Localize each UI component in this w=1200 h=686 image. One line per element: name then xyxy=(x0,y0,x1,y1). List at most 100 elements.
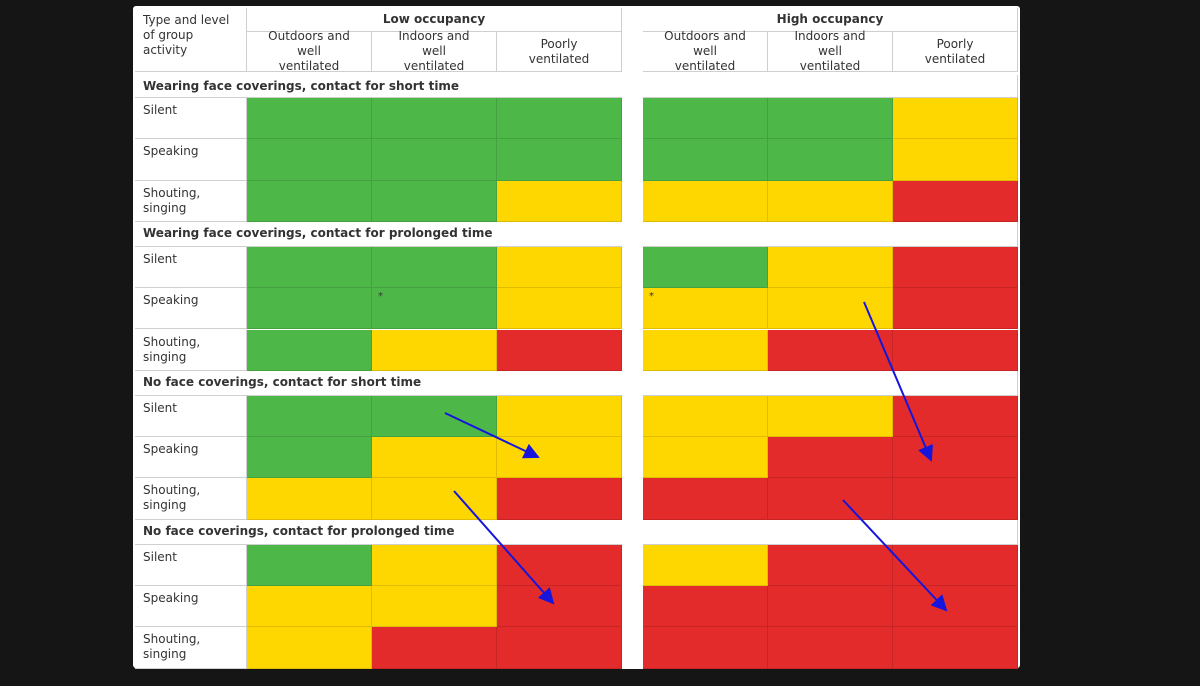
risk-cell xyxy=(497,478,622,520)
risk-cell xyxy=(372,437,497,479)
risk-cell xyxy=(643,180,768,222)
section-title: No face coverings, contact for prolonged… xyxy=(135,519,1018,545)
risk-cell xyxy=(372,98,497,140)
risk-cell xyxy=(497,544,622,586)
column-header: Outdoors and well ventilated xyxy=(247,29,372,73)
risk-cell xyxy=(768,478,893,520)
risk-cell xyxy=(497,288,622,330)
row-label: Silent xyxy=(135,544,247,586)
risk-cell xyxy=(372,246,497,289)
risk-cell xyxy=(497,139,622,181)
risk-cell xyxy=(497,98,622,140)
row-label: Silent xyxy=(135,246,247,289)
risk-cell xyxy=(247,544,372,586)
risk-cell xyxy=(497,246,622,289)
risk-cell xyxy=(643,586,768,628)
column-header: Outdoors and well ventilated xyxy=(643,29,768,73)
column-header: Indoors and well ventilated xyxy=(372,29,497,73)
risk-cell xyxy=(893,246,1018,289)
risk-cell xyxy=(247,98,372,140)
risk-cell xyxy=(768,544,893,586)
risk-cell xyxy=(893,544,1018,586)
risk-cell xyxy=(247,395,372,438)
risk-cell xyxy=(247,586,372,628)
risk-cell xyxy=(247,180,372,222)
risk-cell xyxy=(893,98,1018,140)
section-title: Wearing face coverings, contact for prol… xyxy=(135,221,1018,247)
risk-cell xyxy=(893,437,1018,479)
risk-cell xyxy=(893,139,1018,181)
risk-cell xyxy=(893,478,1018,520)
risk-cell xyxy=(768,437,893,479)
risk-cell xyxy=(643,395,768,438)
row-label: Shouting, singing xyxy=(135,627,247,669)
column-header: Poorly ventilated xyxy=(497,32,622,72)
risk-cell xyxy=(643,329,768,371)
row-label: Silent xyxy=(135,395,247,438)
risk-cell xyxy=(768,395,893,438)
risk-cell xyxy=(643,139,768,181)
risk-cell xyxy=(497,627,622,669)
risk-cell xyxy=(643,627,768,669)
risk-cell xyxy=(497,586,622,628)
risk-cell xyxy=(247,288,372,330)
risk-cell xyxy=(372,544,497,586)
risk-cell xyxy=(768,627,893,669)
risk-cell xyxy=(497,395,622,438)
annotation-arrows xyxy=(444,301,948,612)
risk-cell xyxy=(372,627,497,669)
risk-cell xyxy=(247,627,372,669)
risk-cell xyxy=(372,395,497,438)
risk-cell xyxy=(372,180,497,222)
risk-cell xyxy=(643,544,768,586)
risk-cell xyxy=(497,180,622,222)
row-label: Shouting, singing xyxy=(135,478,247,520)
cell-note: * xyxy=(649,291,654,303)
risk-cell xyxy=(768,98,893,140)
risk-cell xyxy=(768,329,893,371)
risk-cell xyxy=(497,437,622,479)
risk-cell xyxy=(372,139,497,181)
risk-cell xyxy=(372,288,497,330)
risk-cell xyxy=(893,329,1018,371)
risk-cell xyxy=(643,98,768,140)
row-label: Speaking xyxy=(135,586,247,628)
risk-cell xyxy=(247,478,372,520)
row-label: Speaking xyxy=(135,139,247,181)
section-title: No face coverings, contact for short tim… xyxy=(135,370,1018,396)
risk-cell xyxy=(893,180,1018,222)
risk-cell xyxy=(893,627,1018,669)
risk-cell xyxy=(893,288,1018,330)
risk-cell xyxy=(372,478,497,520)
row-label: Silent xyxy=(135,98,247,140)
column-header: Indoors and well ventilated xyxy=(768,29,893,73)
risk-cell xyxy=(768,139,893,181)
risk-cell xyxy=(643,437,768,479)
risk-cell xyxy=(643,288,768,330)
risk-cell xyxy=(893,395,1018,438)
row-label: Speaking xyxy=(135,288,247,330)
section-title: Wearing face coverings, contact for shor… xyxy=(135,75,1018,98)
column-header: Poorly ventilated xyxy=(893,32,1018,72)
risk-cell xyxy=(643,478,768,520)
risk-cell xyxy=(247,437,372,479)
risk-cell xyxy=(893,586,1018,628)
risk-cell xyxy=(247,329,372,371)
risk-cell xyxy=(768,180,893,222)
group-gap xyxy=(622,75,643,669)
group-title: Low occupancy xyxy=(247,8,622,32)
risk-cell xyxy=(768,586,893,628)
row-label: Speaking xyxy=(135,437,247,479)
corner-label: Type and level of group activity xyxy=(135,8,247,72)
group-title: High occupancy xyxy=(643,8,1018,32)
risk-cell xyxy=(372,586,497,628)
cell-note: * xyxy=(378,291,383,303)
risk-cell xyxy=(497,329,622,371)
risk-cell xyxy=(247,246,372,289)
risk-cell xyxy=(643,246,768,289)
risk-cell xyxy=(768,246,893,289)
row-label: Shouting, singing xyxy=(135,329,247,371)
row-label: Shouting, singing xyxy=(135,180,247,222)
